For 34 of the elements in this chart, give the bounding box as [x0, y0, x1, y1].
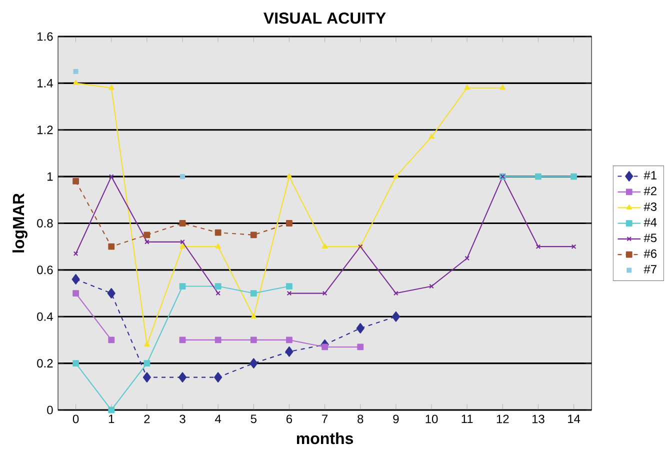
legend-label: #6: [644, 250, 657, 258]
y-tick-label: 1.4: [38, 79, 53, 88]
x-tick-label: 6: [286, 414, 292, 424]
x-tick-label: 8: [358, 414, 364, 424]
chart-title: VISUAL ACUITY: [264, 12, 386, 24]
y-axis-title: logMAR: [12, 194, 28, 253]
y-tick-label: 0: [47, 406, 53, 414]
x-tick-label: 12: [496, 414, 509, 424]
x-tick-label: 10: [426, 414, 438, 424]
y-tick-label: 1: [48, 172, 53, 181]
legend-label: #1: [644, 171, 656, 180]
x-tick-label: 9: [393, 414, 399, 424]
legend-label: #7: [644, 265, 656, 274]
legend-label: #5: [644, 234, 657, 242]
x-tick-label: 2: [144, 414, 150, 424]
x-tick-label: 14: [568, 414, 580, 424]
legend-label: #3: [644, 202, 657, 212]
x-tick-label: 4: [215, 414, 222, 424]
legend-label: #4: [644, 218, 657, 227]
y-tick-label: 0.6: [37, 266, 53, 274]
x-tick-label: 1: [108, 414, 114, 424]
y-tick-label: 0.8: [37, 219, 53, 228]
y-tick-label: 1.2: [38, 126, 53, 134]
x-tick-label: 13: [532, 414, 544, 424]
x-tick-label: 7: [322, 414, 328, 424]
x-tick-label: 5: [250, 414, 256, 424]
x-tick-label: 11: [462, 414, 473, 424]
x-tick-label: 0: [72, 414, 79, 424]
y-tick-label: 0.4: [37, 312, 53, 322]
y-tick-label: 0.2: [37, 359, 53, 368]
y-tick-label: 1.6: [38, 32, 53, 41]
x-axis-title: months: [296, 432, 354, 444]
x-tick-label: 3: [180, 414, 186, 424]
legend-label: #2: [644, 186, 656, 196]
